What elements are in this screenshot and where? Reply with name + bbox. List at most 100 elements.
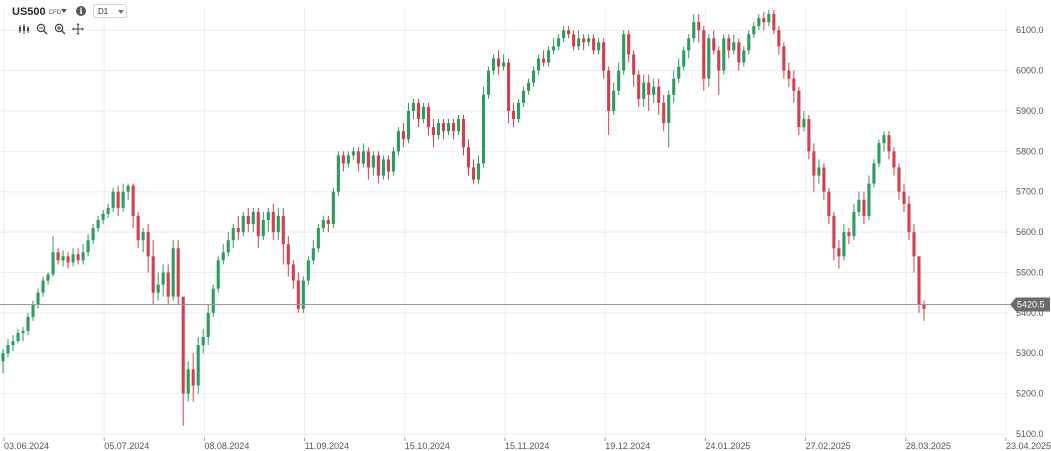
candle-body (752, 26, 756, 35)
candle-body (677, 66, 681, 79)
candle-body (276, 215, 280, 233)
candle-body (66, 256, 70, 263)
candle-body (121, 191, 125, 208)
candle-body (426, 106, 431, 128)
candle-body (456, 119, 461, 132)
candle-body (261, 219, 265, 237)
candle-body (917, 256, 921, 305)
candle (567, 26, 571, 39)
candle (547, 46, 551, 67)
candle-body (36, 292, 40, 305)
candle (1, 349, 5, 374)
candle (71, 248, 75, 267)
candle-body (376, 155, 380, 176)
candle (852, 203, 856, 241)
candle (532, 66, 536, 87)
candle (276, 207, 280, 241)
candle (201, 328, 205, 354)
candle (351, 147, 355, 160)
candle (722, 34, 726, 75)
candle-body (602, 42, 606, 71)
candle (56, 248, 60, 265)
candle (712, 30, 716, 55)
candle-body (672, 78, 676, 95)
candle (587, 34, 591, 47)
candle-body (16, 333, 20, 342)
candle (637, 70, 641, 107)
candle-body (311, 248, 315, 261)
candle (296, 272, 300, 313)
candle (206, 304, 210, 346)
candle (887, 131, 891, 160)
candle-body (506, 62, 511, 111)
timeframe-select[interactable]: D1 (93, 4, 127, 18)
candle-body (577, 38, 581, 47)
candle (647, 74, 651, 111)
candle (376, 151, 380, 184)
candle-body (491, 58, 496, 71)
zoom-out-icon[interactable] (36, 23, 48, 35)
candle (421, 102, 426, 124)
candle (582, 34, 586, 51)
info-icon[interactable]: i (76, 6, 86, 16)
candle (456, 114, 461, 136)
candle-body (351, 151, 355, 156)
candle-body (582, 38, 586, 43)
crosshair-icon[interactable] (72, 23, 84, 35)
candle (151, 240, 155, 305)
y-tick-label: 5300.0 (1016, 348, 1044, 358)
candles-icon[interactable] (18, 23, 30, 35)
candle-body (111, 191, 115, 208)
candle (366, 147, 370, 180)
candle (732, 34, 736, 55)
current-price-tag: 5420.5 (1010, 297, 1050, 312)
candle (612, 82, 616, 115)
candle-body (747, 34, 751, 51)
candle-body (687, 38, 691, 51)
symbol-selector[interactable]: US500 CFD (12, 4, 61, 20)
candle-body (11, 341, 15, 346)
timeframe-value: D1 (98, 6, 109, 16)
candle (401, 123, 405, 148)
candle (391, 147, 395, 176)
candle (356, 147, 360, 172)
candle-body (371, 155, 375, 168)
candle (91, 224, 95, 245)
candle-body (732, 42, 736, 51)
candle-body (381, 159, 385, 176)
candle-body (707, 38, 711, 79)
candle (757, 14, 761, 31)
x-tick-label: 27.02.2025 (806, 441, 851, 451)
candle (652, 78, 656, 103)
candle (832, 211, 836, 261)
candlestick-series (1, 10, 926, 426)
candle-body (907, 203, 911, 233)
candle-body (867, 183, 871, 216)
candle (411, 98, 415, 120)
candle (61, 250, 65, 267)
candle (321, 215, 325, 233)
candle-body (461, 119, 466, 148)
y-tick-label: 5400.0 (1016, 308, 1044, 318)
candle-body (652, 86, 656, 95)
candle-body (161, 272, 165, 285)
candle-body (812, 151, 816, 176)
candle-body (236, 228, 240, 233)
candle-body (782, 46, 786, 71)
candle-body (627, 34, 631, 55)
candle (602, 38, 606, 79)
chevron-down-icon[interactable] (118, 10, 124, 14)
x-tick-label: 08.08.2024 (204, 441, 249, 451)
candle-body (246, 215, 250, 225)
candle (146, 224, 150, 273)
candle (597, 38, 601, 55)
candle (822, 163, 826, 200)
candle (642, 74, 646, 107)
zoom-in-icon[interactable] (54, 23, 66, 35)
y-tick-label: 5900.0 (1016, 106, 1044, 116)
candle (406, 102, 410, 144)
candle (311, 240, 315, 265)
chevron-down-icon[interactable] (61, 9, 67, 13)
candle-body (211, 288, 215, 313)
